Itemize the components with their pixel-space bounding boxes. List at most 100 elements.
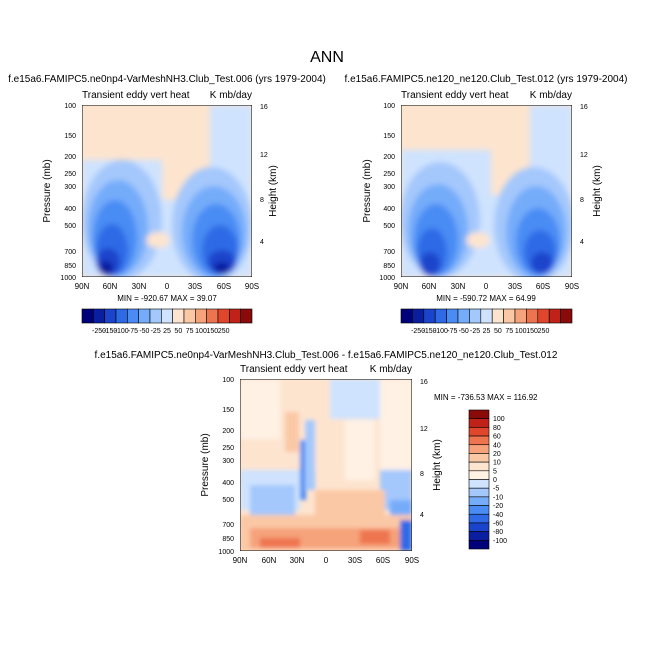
panel-2-min-max: MIN = -590.72 MAX = 64.99 xyxy=(436,294,536,303)
panel-1-colorbar: -250-150-100 -75 -50 -25 25 50 75 100 150 250 xyxy=(81,308,253,335)
panel-1-yr-tick-4: 4 xyxy=(260,239,264,246)
panel-2-colorbar-swatch xyxy=(491,308,504,324)
panel-2-colorbar-label: 100 xyxy=(515,328,527,335)
panel-3-colorbar-swatch xyxy=(468,461,490,472)
panel-1-colorbar-swatch xyxy=(93,308,105,324)
panel-3-colorbar-swatch xyxy=(468,435,490,446)
panel-2-colorbar-label: 150 xyxy=(526,328,538,335)
panel-1-x-ticks: 90N 60N 30N 0 30S 60S 90S xyxy=(75,282,259,291)
panel-1-x-tick-30N: 30N xyxy=(132,282,147,291)
panel-1-y-tick-850: 850 xyxy=(64,263,76,270)
panel-3-colorbar-label: -100 xyxy=(493,538,507,545)
panel-1-colorbar-swatch xyxy=(229,308,241,324)
panel-2-colorbar-swatch xyxy=(400,308,413,324)
panel-1-y-ticks: 100 150 200 250 300 400 500 700 850 1000 xyxy=(60,103,76,282)
panel-3-y-tick-850: 850 xyxy=(222,536,234,543)
panel-3-colorbar-label: 80 xyxy=(493,425,501,432)
panel-1-subtitle-right: K mb/day xyxy=(210,90,252,101)
panel-2-y-right-ticks: 16 12 8 4 xyxy=(580,104,588,246)
panel-1-yr-tick-12: 12 xyxy=(260,152,268,159)
panel-3-x-tick-30N: 30N xyxy=(290,556,305,565)
panel-1-y-tick-500: 500 xyxy=(64,223,76,230)
panel-1-title: f.e15a6.FAMIPC5.ne0np4-VarMeshNH3.Club_T… xyxy=(8,74,326,85)
panel-2-x-tick-60N: 60N xyxy=(422,282,437,291)
figure-title: ANN xyxy=(310,49,344,66)
panel-2-colorbar-swatch xyxy=(526,308,539,324)
panel-3-x-tick-60N: 60N xyxy=(262,556,277,565)
panel-2-y-tick-400: 400 xyxy=(383,206,395,213)
panel-3-yr-tick-12: 12 xyxy=(420,426,428,433)
panel-1-plot-field xyxy=(82,105,252,277)
panel-3-colorbar-swatch xyxy=(468,540,490,550)
panel-2-colorbar-label: -250 xyxy=(411,328,425,335)
panel-1-colorbar-label: 100 xyxy=(195,328,207,335)
panel-1-subtitle-left: Transient eddy vert heat xyxy=(82,90,190,101)
panel-3-x-tick-30S: 30S xyxy=(348,556,362,565)
panel-3-colorbar-swatch xyxy=(468,505,490,515)
panel-3-x-tick-90N: 90N xyxy=(233,556,248,565)
panel-2-y-tick-1000: 1000 xyxy=(379,275,395,282)
panel-2-colorbar-label: -75 xyxy=(447,328,457,335)
panel-3-colorbar-swatch xyxy=(468,531,490,541)
panel-3-title: f.e15a6.FAMIPC5.ne0np4-VarMeshNH3.Club_T… xyxy=(95,350,558,361)
panel-3-y-label: Pressure (mb) xyxy=(200,433,211,496)
panel-2-subtitle-left: Transient eddy vert heat xyxy=(401,90,509,101)
panel-1-x-tick-30S: 30S xyxy=(188,282,202,291)
panel-3-y-tick-400: 400 xyxy=(222,480,234,487)
panel-2-y-tick-200: 200 xyxy=(383,154,395,161)
panel-3-colorbar-swatch xyxy=(468,522,490,532)
panel-2-colorbar-swatch xyxy=(537,308,550,324)
panel-1-x-tick-0: 0 xyxy=(165,282,170,291)
panel-2-colorbar-swatch xyxy=(412,308,425,324)
panel-3-x-tick-90S: 90S xyxy=(405,556,419,565)
panel-3-subtitle-left: Transient eddy vert heat xyxy=(240,364,348,375)
panel-2-colorbar-label: 50 xyxy=(494,328,502,335)
panel-2-y-tick-150: 150 xyxy=(383,133,395,140)
panel-1-colorbar-label: -25 xyxy=(151,328,161,335)
panel-2-y-tick-250: 250 xyxy=(383,171,395,178)
panel-1-x-tick-60S: 60S xyxy=(217,282,231,291)
panel-1-colorbar-swatch xyxy=(81,308,94,324)
panel-3-colorbar-label: 60 xyxy=(493,434,501,441)
panel-3-y-tick-700: 700 xyxy=(222,522,234,529)
panel-1-colorbar-swatch xyxy=(138,308,151,324)
panel-2-colorbar-swatch xyxy=(548,308,561,324)
panel-3-colorbar-swatch xyxy=(468,470,490,480)
panel-3-colorbar-swatch xyxy=(468,418,490,428)
panel-2-colorbar-label: -50 xyxy=(459,328,469,335)
panel-1-y-right-ticks: 16 12 8 4 xyxy=(260,104,268,246)
panel-2-colorbar-swatch xyxy=(434,308,447,324)
panel-1-y-label: Pressure (mb) xyxy=(42,159,53,222)
panel-1-x-tick-60N: 60N xyxy=(103,282,118,291)
panel-3-colorbar-label: -10 xyxy=(493,494,503,501)
panel-3-x-tick-0: 0 xyxy=(324,556,329,565)
panel-1-colorbar-label: 50 xyxy=(174,328,182,335)
panel-2-subtitle-right: K mb/day xyxy=(530,90,572,101)
panel-2-y-tick-100: 100 xyxy=(383,103,395,110)
panel-1-colorbar-swatch xyxy=(172,308,185,324)
panel-1-colorbar-label: -100 xyxy=(115,328,129,335)
panel-2-x-ticks: 90N 60N 30N 0 30S 60S 90S xyxy=(394,282,579,291)
panel-1-colorbar-swatch xyxy=(115,308,128,324)
panel-1-x-tick-90S: 90S xyxy=(245,282,259,291)
panel-2-colorbar-swatch xyxy=(480,308,493,324)
panel-1-colorbar-swatch xyxy=(183,308,196,324)
panel-3-colorbar-swatch xyxy=(468,409,490,419)
panel-2-yr-tick-8: 8 xyxy=(580,197,584,204)
panel-1-colorbar-label: 75 xyxy=(186,328,194,335)
panel-3-y-ticks: 100 150 200 250 300 400 500 700 850 1000 xyxy=(218,377,234,556)
panel-1-y-tick-250: 250 xyxy=(64,171,76,178)
panel-3-colorbar-label: -80 xyxy=(493,529,503,536)
panel-2-x-tick-90N: 90N xyxy=(394,282,409,291)
panel-2-y-label: Pressure (mb) xyxy=(362,159,373,222)
panel-1-colorbar-label: -250 xyxy=(92,328,106,335)
panel-2-x-tick-30N: 30N xyxy=(451,282,466,291)
panel-3-min-max: MIN = -736.53 MAX = 116.92 xyxy=(434,393,538,402)
panel-3-yr-tick-4: 4 xyxy=(420,512,424,519)
panel-2-x-tick-30S: 30S xyxy=(508,282,522,291)
panel-3-colorbar-label: -20 xyxy=(493,503,503,510)
panel-2-yr-tick-4: 4 xyxy=(580,239,584,246)
panel-1-colorbar-label: 250 xyxy=(218,328,230,335)
panel-3-y-right-ticks: 16 12 8 4 xyxy=(420,379,428,519)
panel-1-y-tick-300: 300 xyxy=(64,184,76,191)
